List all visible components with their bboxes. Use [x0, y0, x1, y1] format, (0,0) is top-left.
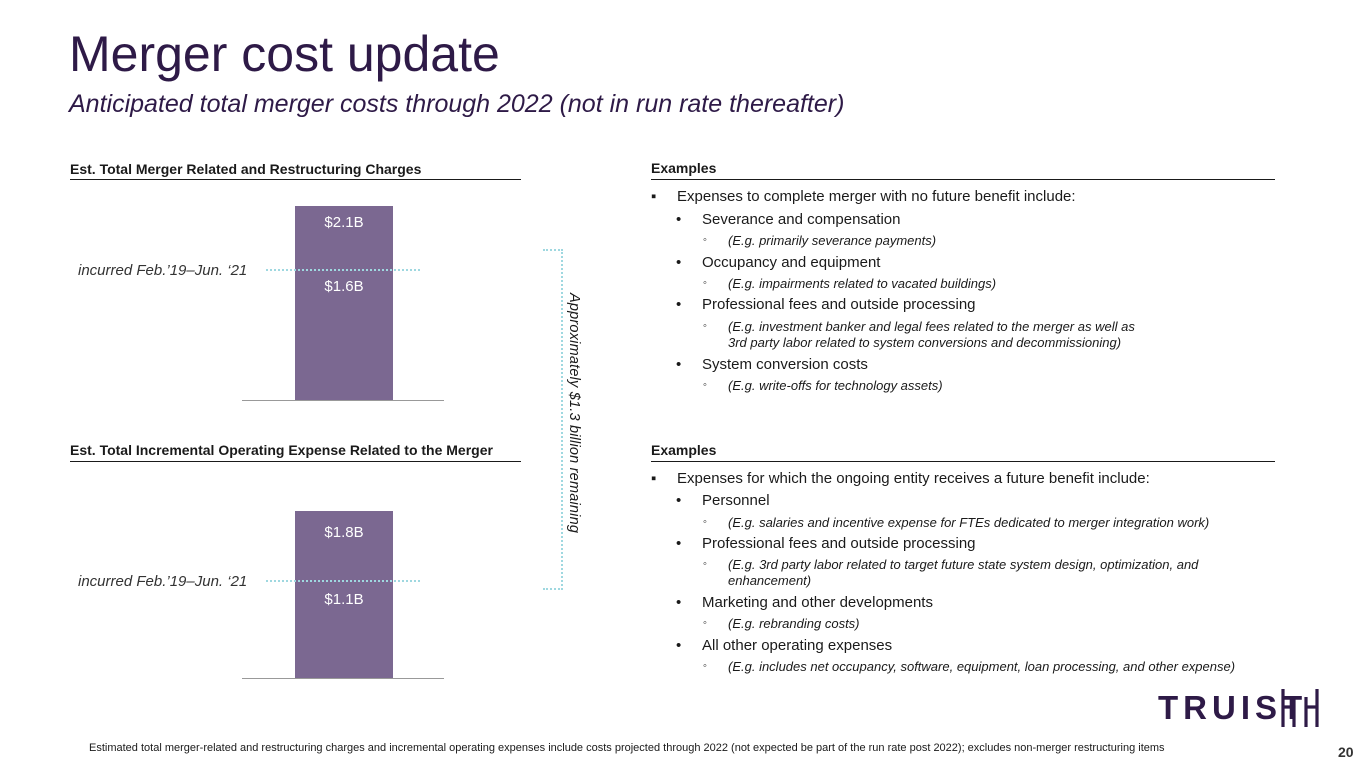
hollow-bullet-icon: ◦ [703, 660, 707, 672]
chart1-incurred-label: incurred Feb.’19–Jun. ‘21 [78, 262, 248, 279]
chart2-heading-rule [70, 461, 521, 462]
square-bullet-icon: ▪ [651, 470, 657, 487]
examples1-heading: Examples [651, 160, 717, 176]
chart2-baseline [242, 678, 444, 679]
chart2-bar [295, 511, 393, 678]
chart2-incurred-label: incurred Feb.’19–Jun. ‘21 [78, 573, 248, 590]
chart1-heading-rule [70, 179, 521, 180]
bullet-icon: • [676, 296, 682, 313]
bullet-icon: • [676, 211, 682, 228]
bullet-icon: • [676, 535, 682, 552]
chart1-incurred-line [266, 269, 420, 271]
chart1-incurred-value: $1.6B [324, 278, 364, 295]
examples1-heading-rule [651, 179, 1275, 180]
hollow-bullet-icon: ◦ [703, 558, 707, 570]
bullet-icon: • [676, 492, 682, 509]
page-subtitle: Anticipated total merger costs through 2… [69, 90, 845, 118]
truist-logo-wordmark: TRUIST [1158, 689, 1308, 726]
hollow-bullet-icon: ◦ [703, 516, 707, 528]
bullet-icon: • [676, 356, 682, 373]
page-title: Merger cost update [69, 26, 500, 82]
examples2-heading-rule [651, 461, 1275, 462]
chart2-total-label: $1.8B [324, 524, 364, 541]
chart2-heading: Est. Total Incremental Operating Expense… [70, 442, 493, 458]
truist-logo-icon [1281, 689, 1319, 727]
chart2-incurred-line [266, 580, 420, 582]
chart1-bar [295, 206, 393, 401]
hollow-bullet-icon: ◦ [703, 277, 707, 289]
square-bullet-icon: ▪ [651, 188, 657, 205]
chart1-total-label: $2.1B [324, 214, 364, 231]
hollow-bullet-icon: ◦ [703, 379, 707, 391]
bullet-icon: • [676, 254, 682, 271]
bullet-icon: • [676, 594, 682, 611]
bullet-icon: • [676, 637, 682, 654]
chart2-incurred-value: $1.1B [324, 591, 364, 608]
hollow-bullet-icon: ◦ [703, 617, 707, 629]
page-number: 20 [1338, 744, 1354, 760]
remaining-bracket [543, 249, 563, 590]
chart1-baseline [242, 400, 444, 401]
examples2-heading: Examples [651, 442, 717, 458]
remaining-note: Approximately $1.3 billion remaining [566, 293, 582, 534]
footnote: Estimated total merger-related and restr… [89, 742, 1165, 754]
hollow-bullet-icon: ◦ [703, 234, 707, 246]
chart1-heading: Est. Total Merger Related and Restructur… [70, 161, 422, 177]
hollow-bullet-icon: ◦ [703, 320, 707, 332]
